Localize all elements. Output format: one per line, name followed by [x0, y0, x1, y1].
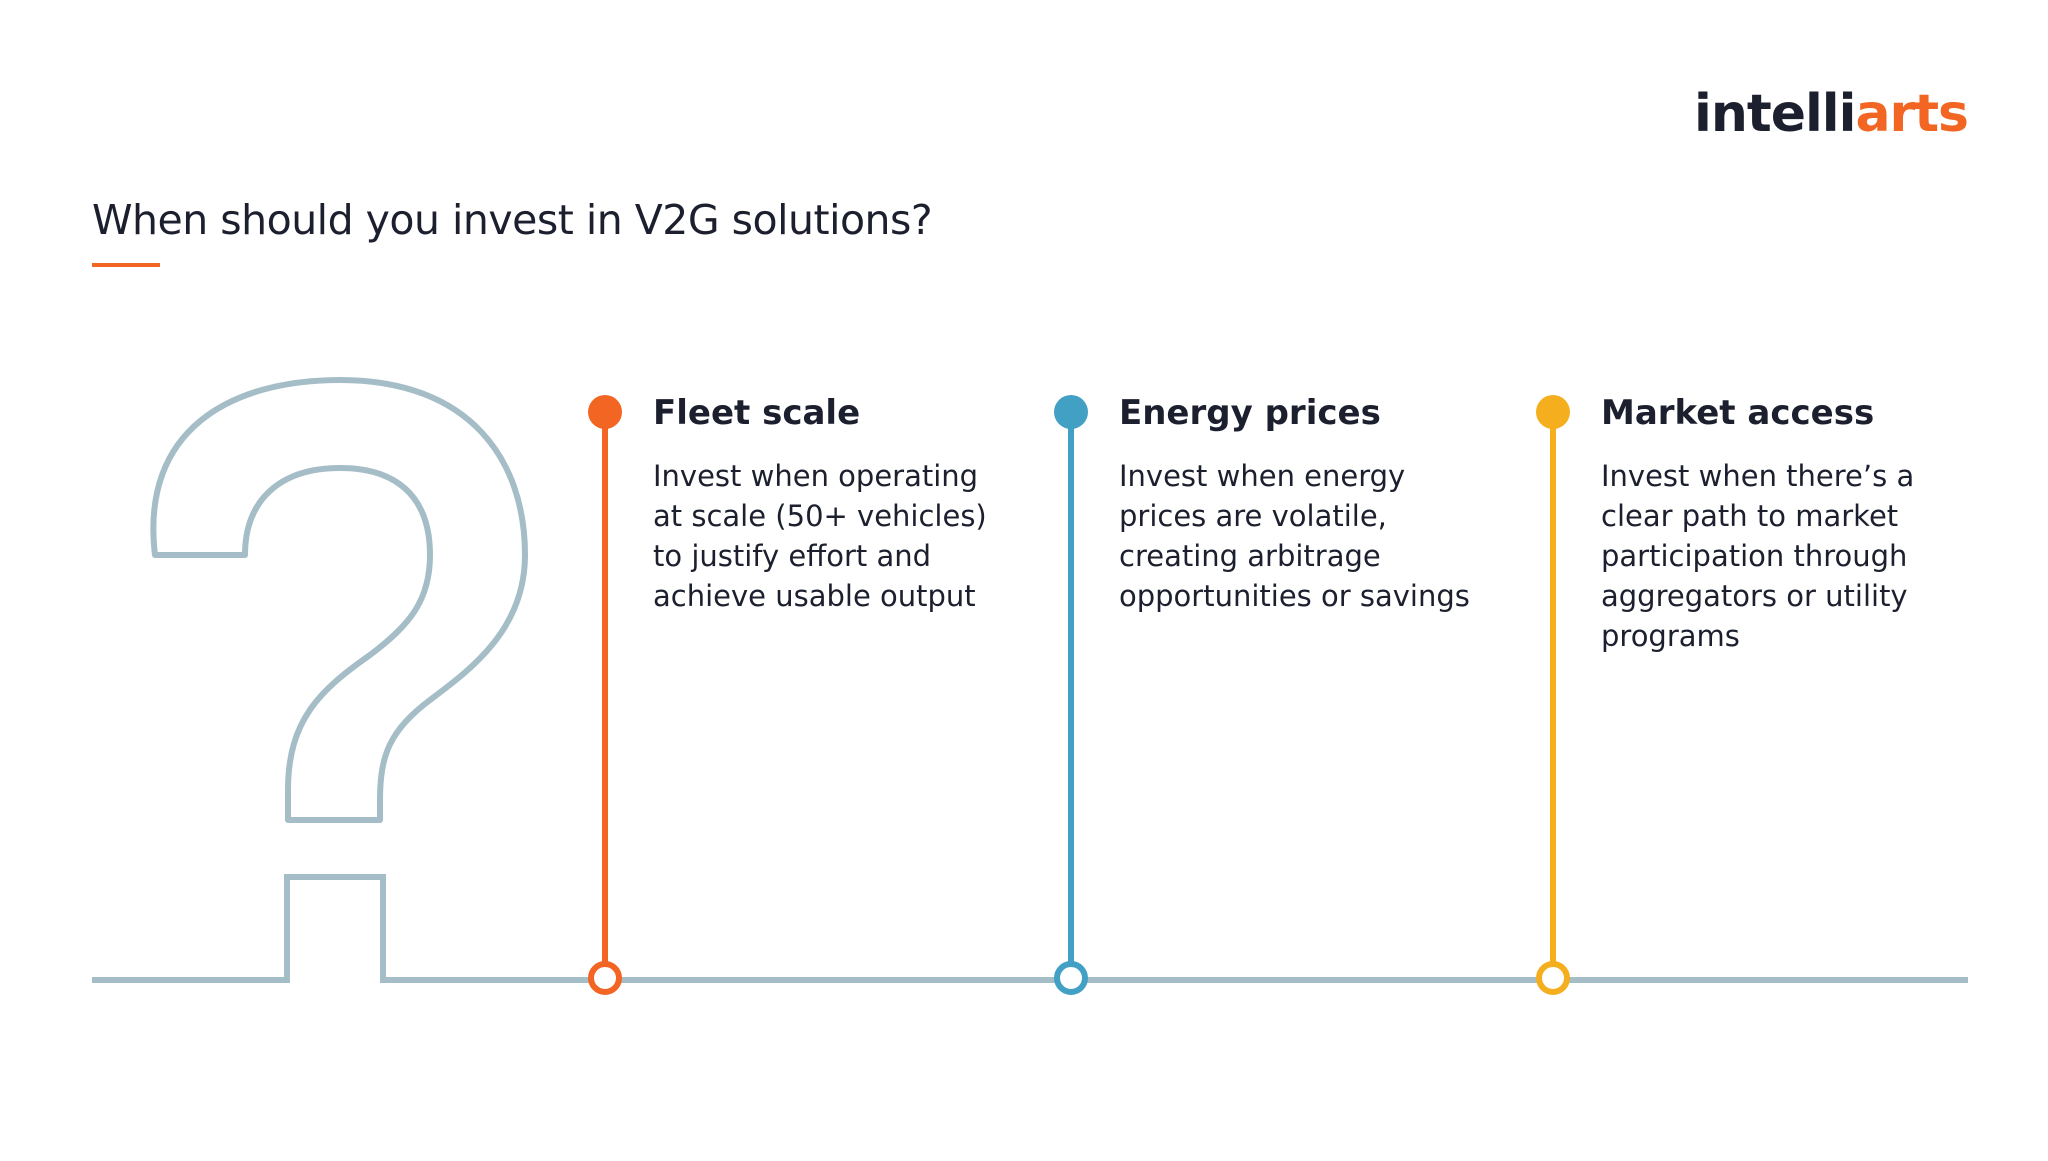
- market-access-bottom-ring: [1536, 961, 1570, 995]
- energy-prices-block: Energy prices Invest when energy prices …: [1119, 393, 1519, 616]
- fleet-scale-bottom-ring: [588, 961, 622, 995]
- energy-prices-bottom-ring: [1054, 961, 1088, 995]
- fleet-scale-block: Fleet scale Invest when operating at sca…: [653, 393, 1053, 616]
- energy-prices-heading: Energy prices: [1119, 393, 1381, 433]
- intelliarts-logo: intelliarts: [1694, 84, 1969, 144]
- market-access-block: Market access Invest when there’s a clea…: [1601, 393, 2001, 656]
- page-title: When should you invest in V2G solutions?: [92, 196, 933, 244]
- market-access-text: Invest when there’s a clear path to mark…: [1601, 458, 1915, 653]
- fleet-scale-top-dot: [588, 395, 622, 429]
- fleet-scale-text: Invest when operating at scale (50+ vehi…: [653, 458, 987, 613]
- question-mark-icon: [150, 377, 528, 823]
- baseline-path: [92, 874, 1968, 983]
- market-access-heading: Market access: [1601, 393, 1875, 433]
- fleet-scale-heading: Fleet scale: [653, 393, 861, 433]
- market-access-top-dot: [1536, 395, 1570, 429]
- energy-prices-text: Invest when energy prices are volatile, …: [1119, 458, 1470, 613]
- title-underline: [92, 263, 160, 267]
- energy-prices-top-dot: [1054, 395, 1088, 429]
